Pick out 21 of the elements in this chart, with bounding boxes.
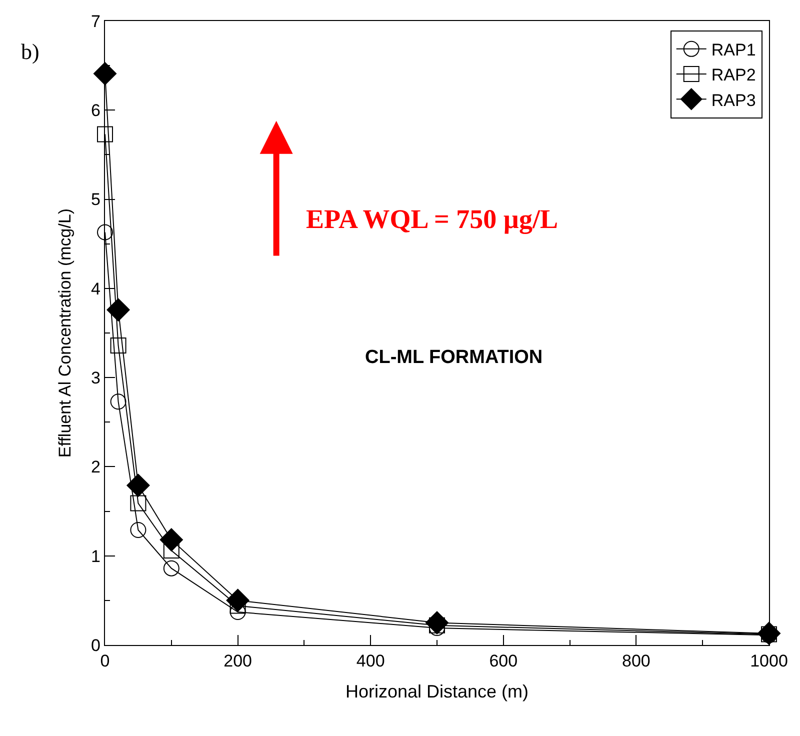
- y-axis-title: Effluent Al Concentration (mcg/L): [56, 208, 75, 458]
- legend-label: RAP1: [711, 40, 756, 60]
- annotation: CL-ML FORMATION: [365, 347, 543, 368]
- x-axis-title: Horizonal Distance (m): [345, 682, 529, 702]
- y-tick-label: 5: [91, 190, 100, 210]
- y-tick-label: 0: [91, 636, 100, 655]
- y-tick-label: 7: [91, 12, 100, 31]
- y-tick-label: 1: [91, 546, 100, 566]
- x-tick-label: 600: [489, 652, 518, 670]
- y-tick-label: 3: [91, 368, 100, 388]
- legend-label: RAP3: [711, 90, 756, 110]
- y-tick-label: 4: [91, 279, 100, 298]
- x-tick-label: 800: [622, 652, 650, 670]
- y-tick-label: 6: [91, 101, 100, 120]
- x-tick-label: 400: [356, 652, 385, 670]
- y-tick-label: 2: [91, 458, 100, 477]
- x-tick-label: 200: [224, 652, 252, 670]
- legend-label: RAP2: [711, 66, 756, 85]
- text: b): [21, 39, 40, 64]
- annotation: EPA WQL = 750 µg/L: [306, 204, 558, 234]
- x-tick-label: 1000: [750, 652, 788, 670]
